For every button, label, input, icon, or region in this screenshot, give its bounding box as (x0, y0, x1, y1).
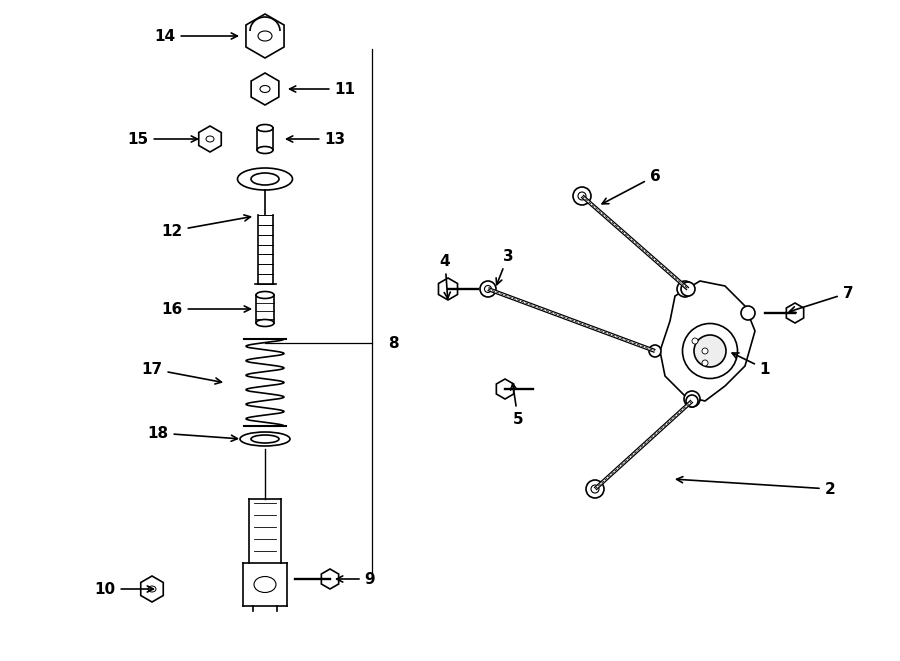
Text: 11: 11 (290, 81, 356, 97)
Ellipse shape (573, 187, 591, 205)
Text: 4: 4 (440, 254, 450, 298)
Ellipse shape (256, 319, 274, 327)
Ellipse shape (649, 345, 661, 357)
Polygon shape (140, 576, 163, 602)
Text: 15: 15 (128, 132, 197, 147)
Text: 10: 10 (94, 582, 153, 596)
Ellipse shape (240, 432, 290, 446)
Ellipse shape (677, 281, 693, 297)
Ellipse shape (480, 281, 496, 297)
Text: 18: 18 (148, 426, 238, 442)
Text: 12: 12 (161, 215, 250, 239)
Text: 5: 5 (510, 383, 523, 426)
Text: 16: 16 (161, 301, 250, 317)
Ellipse shape (681, 282, 695, 296)
Ellipse shape (702, 360, 708, 366)
Ellipse shape (484, 286, 491, 293)
Bar (257, 128, 273, 150)
Polygon shape (321, 569, 338, 589)
Ellipse shape (578, 192, 586, 200)
Text: 8: 8 (388, 336, 399, 350)
Text: 13: 13 (286, 132, 346, 147)
Ellipse shape (238, 168, 292, 190)
Polygon shape (199, 126, 221, 152)
Ellipse shape (586, 480, 604, 498)
Ellipse shape (682, 323, 737, 379)
Polygon shape (787, 303, 804, 323)
Ellipse shape (257, 147, 273, 153)
Text: 17: 17 (141, 362, 221, 384)
Text: 3: 3 (496, 249, 513, 285)
Text: 14: 14 (155, 28, 238, 44)
Ellipse shape (694, 335, 726, 367)
Polygon shape (251, 73, 279, 105)
Text: 1: 1 (733, 353, 770, 377)
Ellipse shape (591, 485, 599, 493)
Polygon shape (496, 379, 514, 399)
Text: 6: 6 (602, 169, 661, 204)
Ellipse shape (702, 348, 708, 354)
Ellipse shape (256, 292, 274, 299)
Ellipse shape (684, 391, 700, 407)
Polygon shape (246, 14, 284, 58)
Text: 7: 7 (789, 286, 853, 313)
Ellipse shape (257, 124, 273, 132)
Text: 9: 9 (337, 572, 375, 586)
Bar (256, 295, 274, 323)
Ellipse shape (692, 338, 698, 344)
Ellipse shape (251, 435, 279, 443)
Ellipse shape (686, 395, 698, 407)
Ellipse shape (251, 173, 279, 185)
Ellipse shape (741, 306, 755, 320)
Polygon shape (438, 278, 457, 300)
Text: 2: 2 (677, 477, 835, 496)
Polygon shape (660, 281, 755, 401)
